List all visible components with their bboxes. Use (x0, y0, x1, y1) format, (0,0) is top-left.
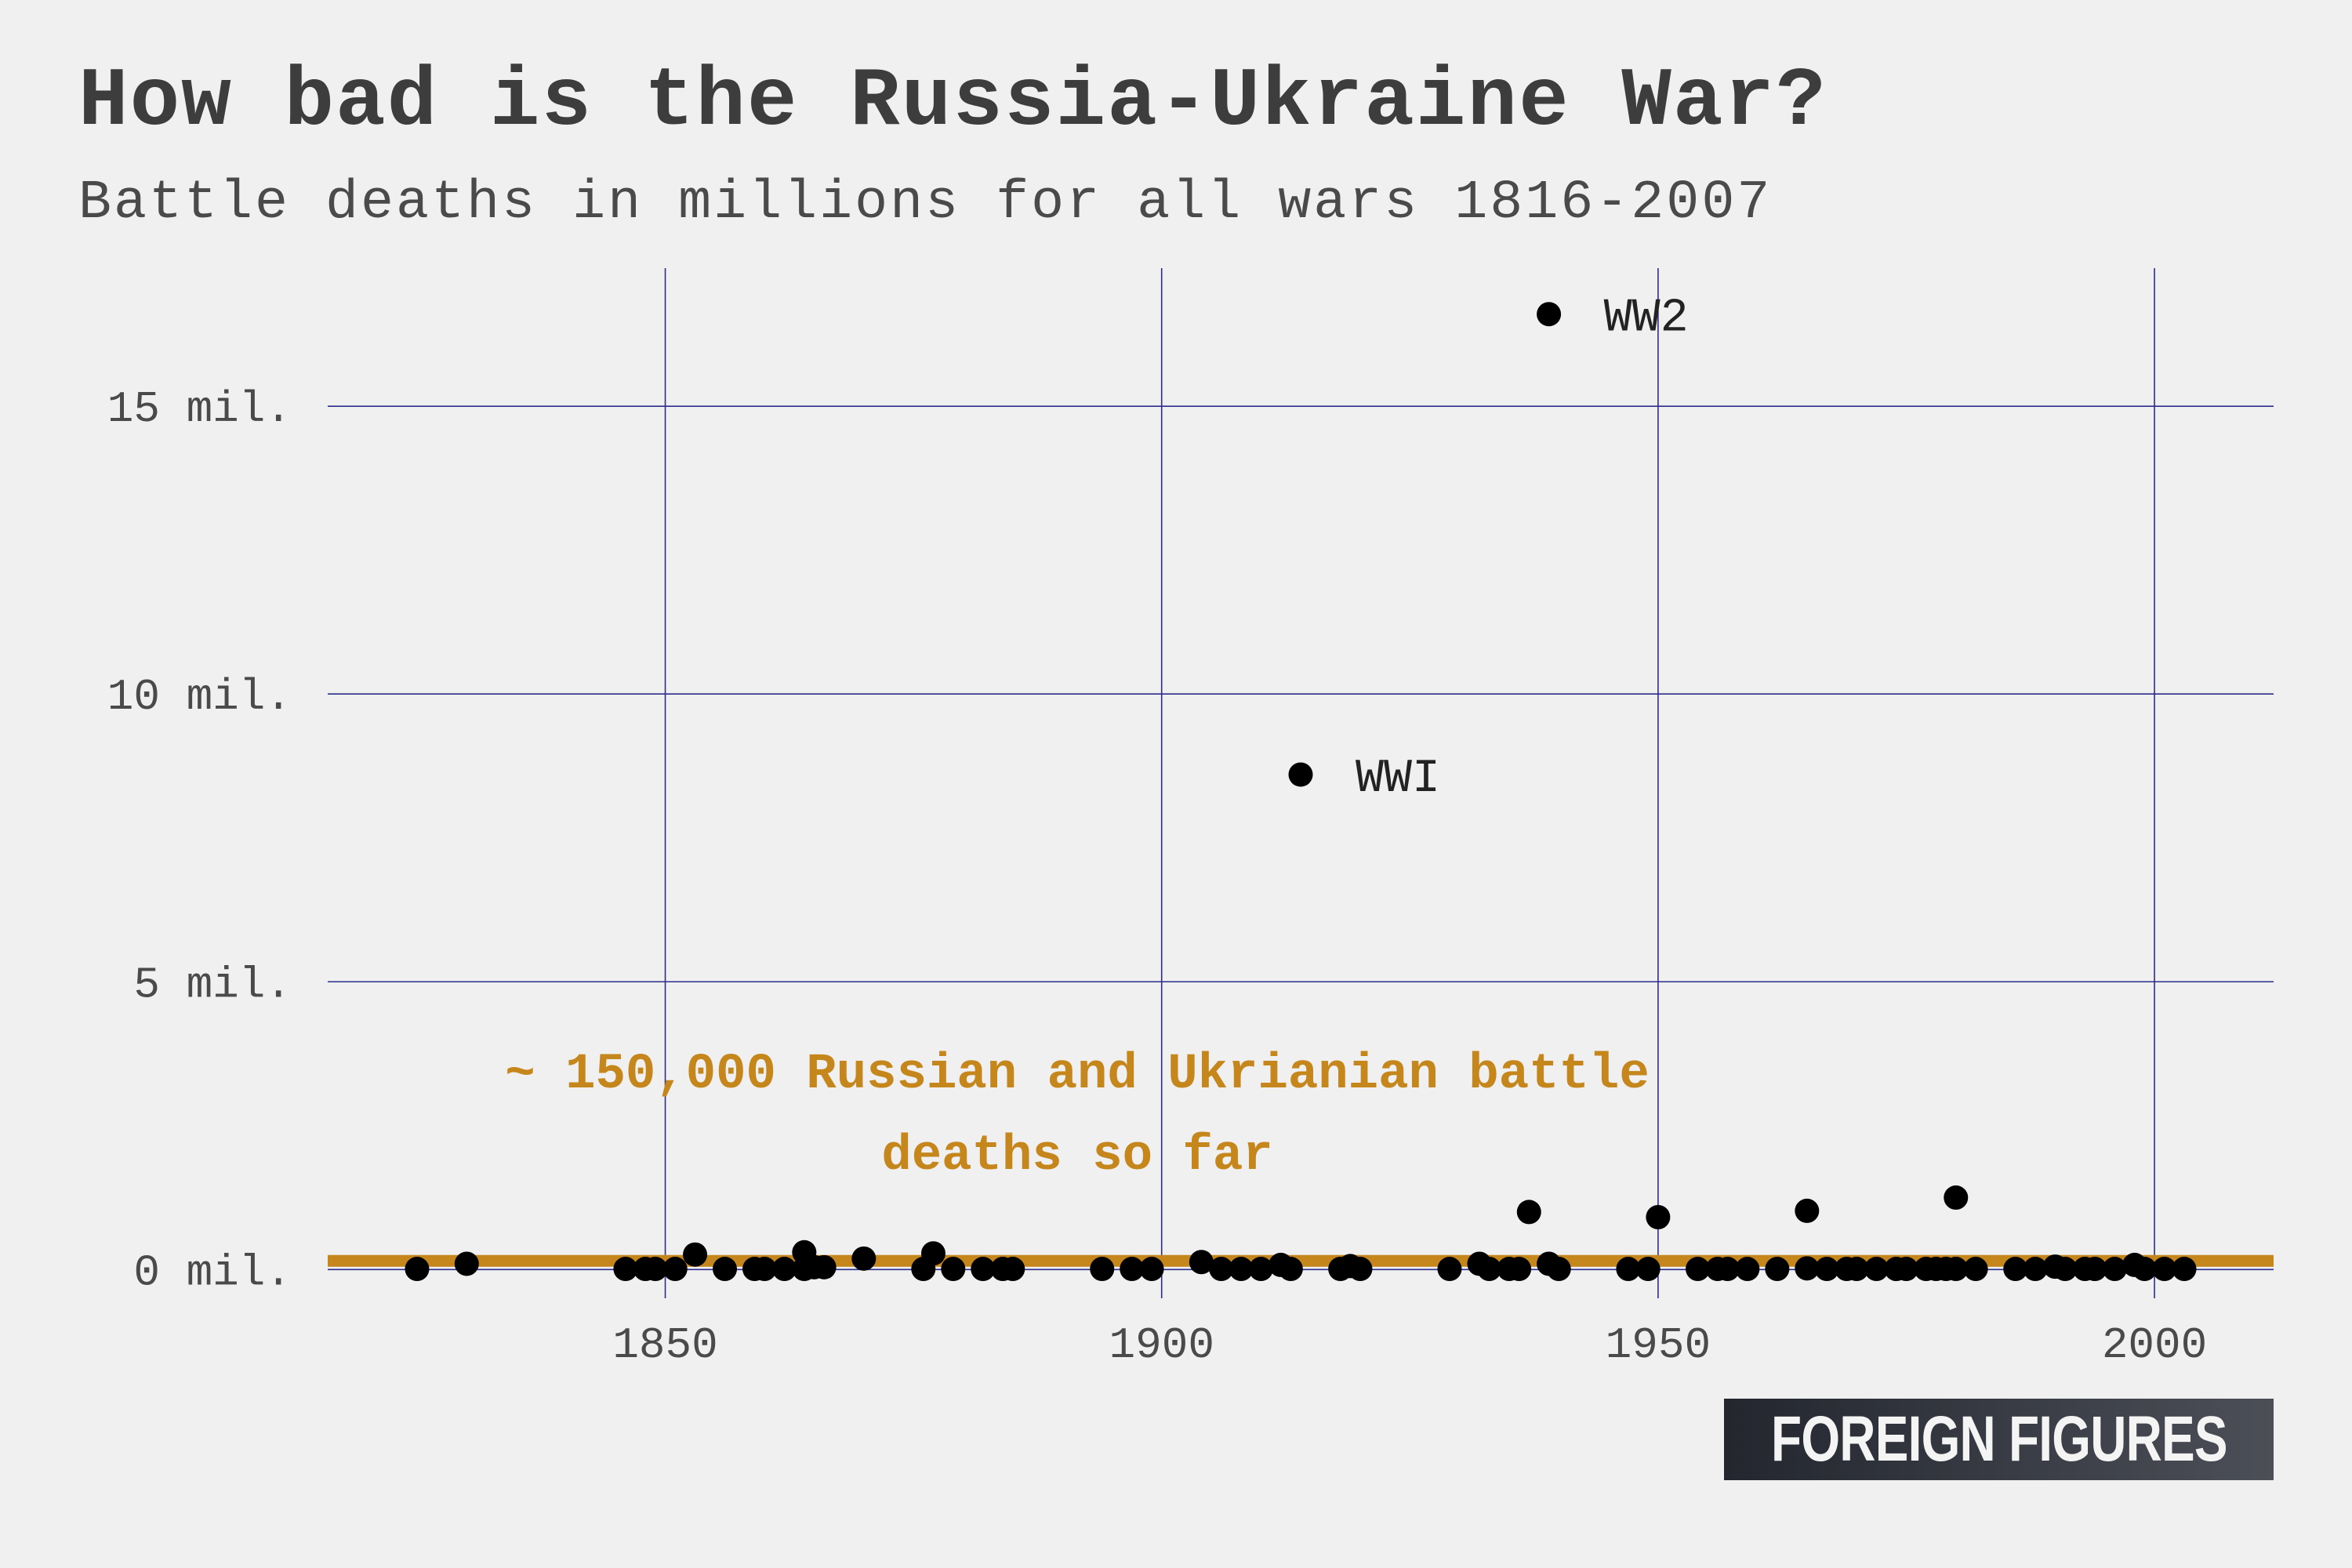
data-point (1616, 1257, 1641, 1282)
point-label: WWI (1356, 753, 1440, 806)
data-point (1814, 1257, 1839, 1282)
data-point (1229, 1257, 1254, 1282)
data-point (1248, 1257, 1273, 1282)
y-tick-label: 15 mil. (107, 384, 292, 434)
logo-text: FOREIGN FIGURES (1770, 1403, 2228, 1475)
labeled-data-point (1537, 302, 1562, 327)
ticks-layer: 0 mil. 5 mil. 10 mil. 15 mil. 1850 1900 1950 20… (107, 384, 2208, 1370)
data-point (2172, 1257, 2197, 1282)
reference-label-line2: deaths so far (881, 1128, 1272, 1185)
x-tick-label: 1850 (612, 1320, 717, 1370)
y-tick-label: 5 mil. (133, 960, 292, 1010)
data-point (1546, 1257, 1571, 1282)
data-point (1120, 1257, 1145, 1282)
y-tick-label: 10 mil. (107, 672, 292, 722)
data-point (1893, 1257, 1918, 1282)
data-point (1278, 1257, 1303, 1282)
data-point (941, 1257, 966, 1282)
data-point (405, 1257, 430, 1282)
data-point (1507, 1257, 1532, 1282)
y-tick-label: 0 mil. (133, 1247, 292, 1298)
data-point (662, 1257, 688, 1282)
data-point (1765, 1257, 1790, 1282)
foreign-figures-logo: FOREIGN FIGURES (1724, 1399, 2274, 1480)
data-point (643, 1257, 668, 1282)
data-point (1795, 1256, 1820, 1281)
reference-label-line1: ~ 150,000 Russian and Ukrianian battle (505, 1047, 1649, 1103)
data-point (1686, 1257, 1711, 1282)
point-label: WW2 (1604, 292, 1689, 346)
labels-layer: WW2 WWI ~ 150,000 Russian and Ukrianian ba… (505, 292, 1688, 1185)
data-point (1864, 1257, 1889, 1282)
data-point (713, 1257, 738, 1282)
data-point (1646, 1204, 1671, 1229)
x-tick-label: 1950 (1606, 1320, 1711, 1370)
points-layer (405, 302, 2197, 1282)
data-point (2152, 1257, 2177, 1282)
data-point (1477, 1257, 1502, 1282)
data-point (2132, 1257, 2157, 1282)
data-point (2102, 1257, 2127, 1282)
chart-title: How bad is the Russia-Ukraine War? (78, 55, 1828, 149)
data-point (752, 1257, 777, 1282)
data-point (2003, 1257, 2028, 1282)
data-point (613, 1257, 638, 1282)
data-point (1348, 1257, 1373, 1282)
data-point (1795, 1198, 1820, 1223)
x-tick-label: 1900 (1109, 1320, 1214, 1370)
chart-subtitle: Battle deaths in millions for all wars 1… (78, 172, 1773, 234)
data-point (1139, 1257, 1164, 1282)
data-point (1209, 1257, 1234, 1282)
data-point (1000, 1257, 1025, 1282)
data-point (2082, 1257, 2107, 1282)
data-point (2053, 1257, 2078, 1282)
data-point (1715, 1257, 1740, 1282)
data-point (454, 1251, 479, 1276)
data-point (1735, 1257, 1760, 1282)
data-point (920, 1241, 946, 1266)
labeled-data-point (1288, 762, 1313, 787)
x-tick-label: 2000 (2102, 1320, 2207, 1370)
data-point (683, 1242, 708, 1267)
data-point (851, 1246, 877, 1271)
data-point (1844, 1257, 1869, 1282)
data-point (1963, 1257, 1988, 1282)
data-point (2023, 1257, 2048, 1282)
data-point (971, 1257, 996, 1282)
data-point (1516, 1200, 1541, 1225)
data-point (1944, 1257, 1969, 1282)
data-point (1635, 1257, 1661, 1282)
data-point (1090, 1257, 1115, 1282)
data-point (1189, 1250, 1214, 1275)
data-point (811, 1254, 837, 1279)
data-point (772, 1257, 797, 1282)
data-point (1437, 1257, 1462, 1282)
data-point (1944, 1185, 1969, 1210)
